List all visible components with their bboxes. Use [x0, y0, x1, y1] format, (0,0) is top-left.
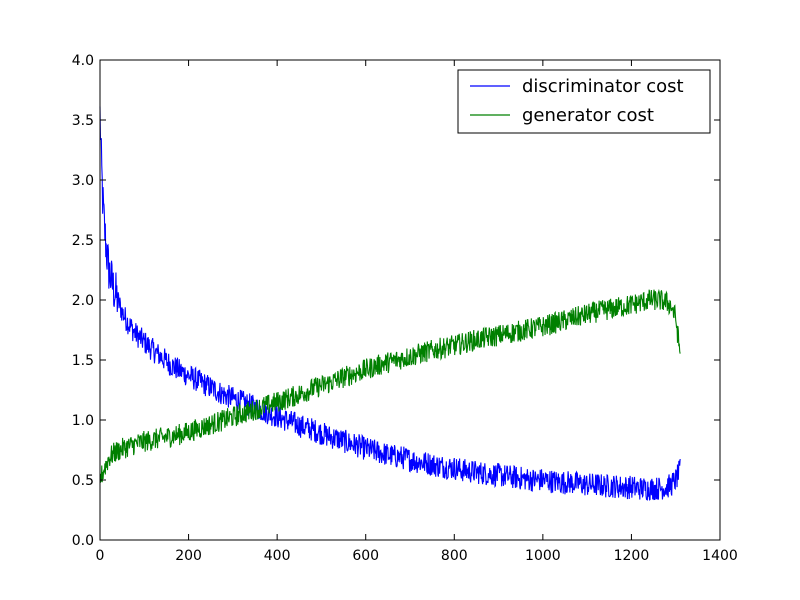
- y-tick-label: 4.0: [72, 53, 94, 69]
- y-tick-label: 0.5: [72, 473, 94, 489]
- legend-label: discriminator cost: [522, 76, 684, 97]
- series-line-discriminator: [99, 106, 681, 502]
- y-tick-label: 3.5: [72, 113, 94, 129]
- x-tick-label: 1000: [525, 548, 561, 564]
- legend: discriminator cost generator cost: [457, 69, 711, 134]
- ticks-layer: 0 200 400 600 800 1000 1200 1400 0.0 0.5 1.0 1.5 2.0…: [72, 53, 738, 564]
- y-tick-label: 0.0: [72, 533, 94, 549]
- y-tick-label: 3.0: [72, 173, 94, 189]
- series-line-generator: [99, 288, 681, 484]
- x-tick-label: 1200: [614, 548, 650, 564]
- legend-box: [457, 69, 711, 134]
- y-tick-label: 1.5: [72, 353, 94, 369]
- series-layer: [99, 106, 681, 502]
- x-tick-label: 400: [264, 548, 291, 564]
- y-tick-label: 2.5: [72, 233, 94, 249]
- x-tick-label: 800: [441, 548, 468, 564]
- y-tick-label: 2.0: [72, 293, 94, 309]
- x-tick-label: 1400: [702, 548, 738, 564]
- x-tick-label: 600: [352, 548, 379, 564]
- legend-label: generator cost: [522, 105, 654, 126]
- x-tick-label: 0: [96, 548, 105, 564]
- y-tick-label: 1.0: [72, 413, 94, 429]
- x-tick-label: 200: [175, 548, 202, 564]
